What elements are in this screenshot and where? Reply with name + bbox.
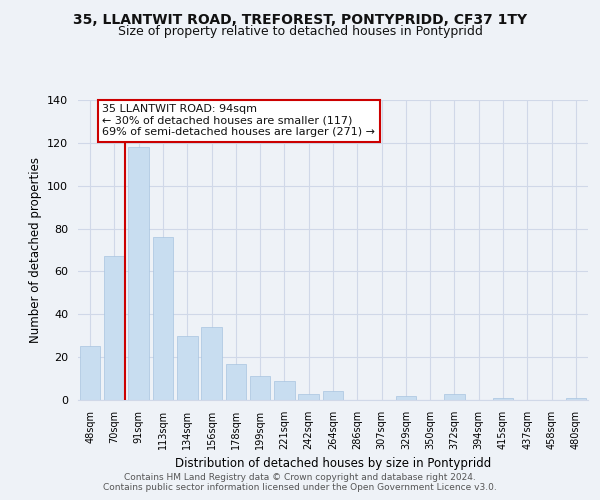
Bar: [323, 392, 343, 400]
Text: Contains HM Land Registry data © Crown copyright and database right 2024.
Contai: Contains HM Land Registry data © Crown c…: [103, 473, 497, 492]
Bar: [274, 380, 295, 400]
Bar: [493, 398, 514, 400]
X-axis label: Distribution of detached houses by size in Pontypridd: Distribution of detached houses by size …: [175, 458, 491, 470]
Bar: [226, 364, 246, 400]
Bar: [152, 237, 173, 400]
Bar: [395, 396, 416, 400]
Bar: [201, 327, 222, 400]
Y-axis label: Number of detached properties: Number of detached properties: [29, 157, 41, 343]
Bar: [128, 147, 149, 400]
Text: 35, LLANTWIT ROAD, TREFOREST, PONTYPRIDD, CF37 1TY: 35, LLANTWIT ROAD, TREFOREST, PONTYPRIDD…: [73, 12, 527, 26]
Bar: [80, 346, 100, 400]
Bar: [298, 394, 319, 400]
Text: 35 LLANTWIT ROAD: 94sqm
← 30% of detached houses are smaller (117)
69% of semi-d: 35 LLANTWIT ROAD: 94sqm ← 30% of detache…: [102, 104, 375, 138]
Bar: [104, 256, 125, 400]
Bar: [250, 376, 271, 400]
Bar: [177, 336, 197, 400]
Bar: [566, 398, 586, 400]
Text: Size of property relative to detached houses in Pontypridd: Size of property relative to detached ho…: [118, 25, 482, 38]
Bar: [444, 394, 465, 400]
